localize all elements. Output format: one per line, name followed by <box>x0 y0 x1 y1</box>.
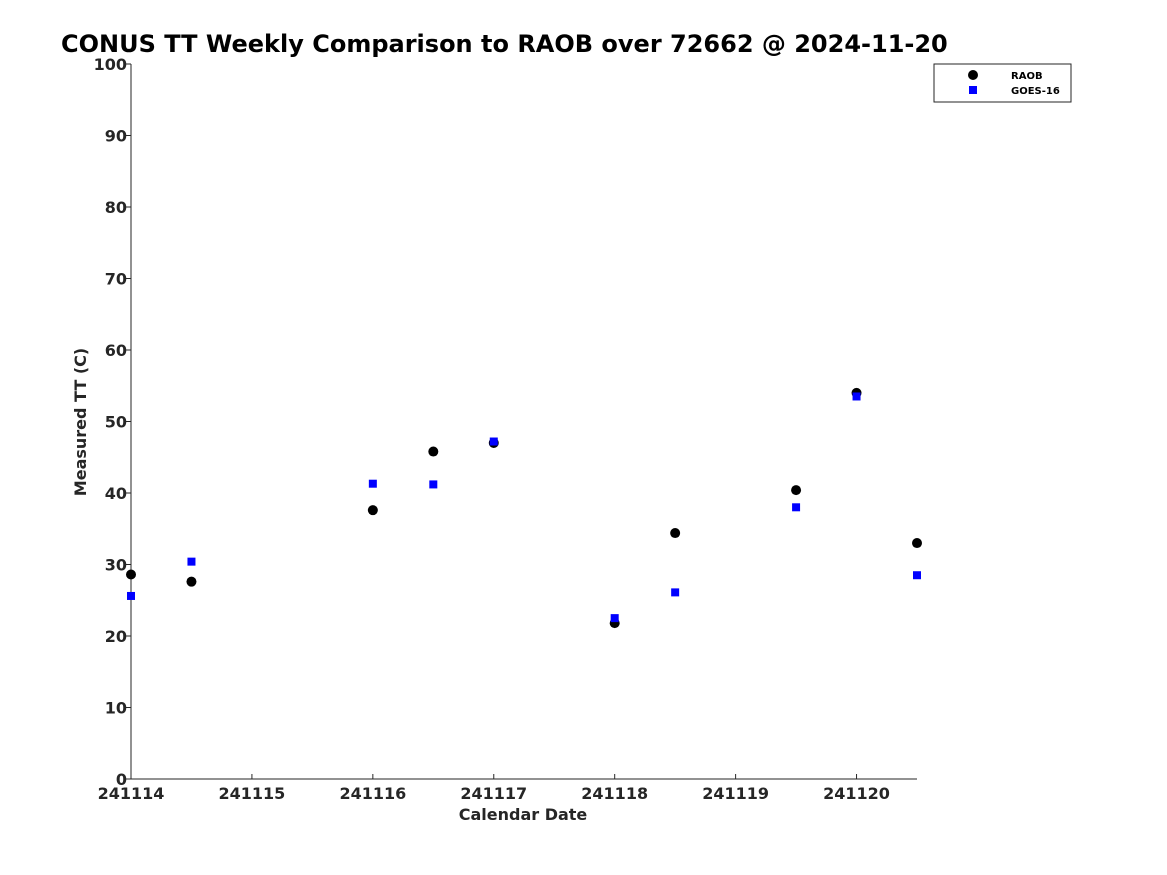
data-point <box>912 538 922 549</box>
y-tick-label: 50 <box>105 413 127 432</box>
chart-title: CONUS TT Weekly Comparison to RAOB over … <box>61 30 948 58</box>
data-point <box>852 392 861 401</box>
y-axis-label: Measured TT (C) <box>71 348 90 496</box>
data-point <box>671 588 680 597</box>
y-tick-label: 10 <box>105 699 127 718</box>
series-raob <box>126 387 922 629</box>
legend-box <box>933 63 1072 103</box>
x-tick-label: 241117 <box>460 784 527 803</box>
data-point <box>429 480 438 489</box>
data-point <box>368 479 377 488</box>
legend-marker-raob <box>968 70 978 80</box>
data-point <box>187 557 196 566</box>
data-point <box>127 591 135 600</box>
data-point <box>367 505 378 516</box>
y-tick-label: 30 <box>105 556 127 575</box>
x-ticks: 241114 241115 241116 241117 241118 241119 2411… <box>98 774 890 803</box>
x-tick-label: 241116 <box>339 784 406 803</box>
y-tick-label: 40 <box>105 484 127 503</box>
y-tick-label: 100 <box>94 55 127 74</box>
data-point <box>791 485 802 496</box>
y-tick-label: 60 <box>105 341 127 360</box>
legend-label-goes: GOES-16 <box>1011 86 1060 97</box>
series-goes-16 <box>127 392 921 623</box>
y-tick-label: 80 <box>105 198 127 217</box>
legend-marker-goes <box>969 86 977 94</box>
data-point <box>610 614 619 623</box>
x-tick-label: 241119 <box>702 784 769 803</box>
data-point <box>126 569 136 580</box>
y-tick-label: 0 <box>116 770 127 789</box>
y-tick-label: 90 <box>105 127 127 146</box>
x-tick-label: 241118 <box>581 784 648 803</box>
data-point <box>913 571 921 580</box>
y-tick-label: 20 <box>105 627 127 646</box>
data-points <box>126 387 922 629</box>
x-tick-label: 241120 <box>823 784 890 803</box>
data-point <box>792 503 801 512</box>
x-tick-label: 241115 <box>219 784 286 803</box>
data-point <box>186 576 197 587</box>
y-ticks: 0 10 20 30 40 50 60 70 80 90 100 <box>94 55 131 789</box>
axes <box>130 64 917 780</box>
x-axis-label: Calendar Date <box>459 805 588 824</box>
data-point <box>428 446 439 457</box>
data-point <box>670 528 681 539</box>
y-tick-label: 70 <box>105 270 127 289</box>
legend-label-raob: RAOB <box>1011 71 1043 82</box>
legend: RAOB GOES-16 <box>933 63 1072 103</box>
data-point <box>489 437 498 446</box>
x-tick-label: 241114 <box>98 784 165 803</box>
